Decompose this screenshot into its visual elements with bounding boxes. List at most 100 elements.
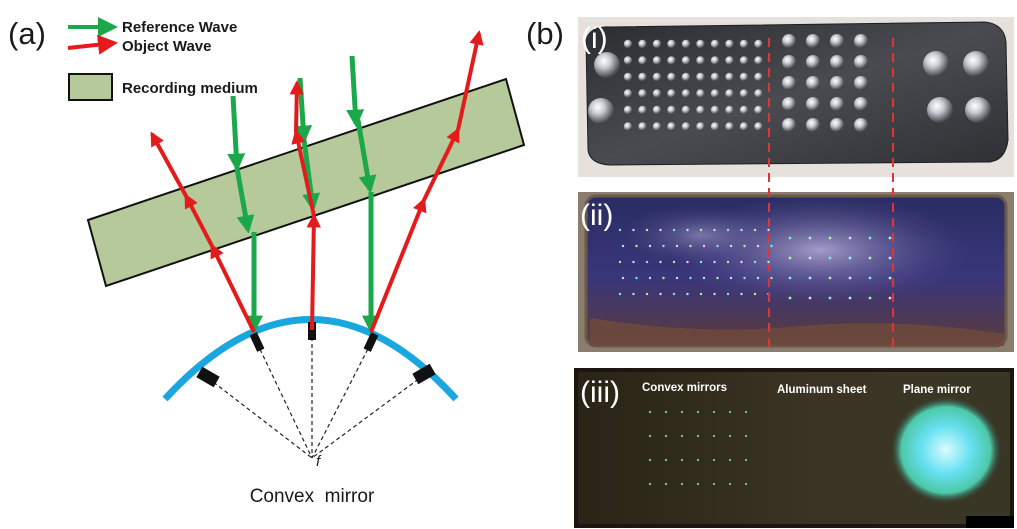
small-ball	[667, 105, 676, 115]
diffraction-dot	[675, 276, 679, 280]
diffraction-dot	[645, 228, 649, 232]
small-ball	[710, 105, 720, 115]
reconstructed-dot	[712, 458, 716, 462]
reconstructed-dot	[696, 434, 700, 438]
mirror-element	[249, 332, 265, 352]
diffraction-dot	[868, 236, 872, 240]
large-ball	[927, 97, 953, 123]
medium-ball	[854, 76, 868, 90]
plate-edge	[590, 318, 1004, 346]
large-ball	[963, 51, 989, 77]
large-ball	[594, 52, 620, 78]
small-ball	[652, 89, 662, 98]
small-ball	[623, 39, 633, 49]
small-ball	[652, 122, 662, 131]
diffraction-dot	[828, 296, 832, 300]
diffraction-dot	[743, 244, 746, 248]
diffraction-dot	[618, 228, 622, 232]
small-ball	[681, 39, 691, 49]
small-ball	[638, 122, 647, 131]
diffraction-dot	[767, 228, 770, 232]
reconstructed-dots	[648, 410, 748, 486]
reconstructed-dot	[728, 410, 732, 414]
diffraction-dot	[848, 296, 852, 300]
mirror-element	[412, 363, 436, 385]
diffraction-dot	[888, 256, 892, 260]
diffraction-dot	[618, 292, 622, 296]
reconstructed-dot	[744, 434, 748, 438]
diffraction-dot	[848, 276, 852, 280]
diffraction-dots	[618, 228, 892, 300]
focal-lines	[207, 330, 425, 459]
small-ball	[696, 56, 705, 65]
small-ball	[638, 56, 647, 65]
small-ball	[667, 56, 676, 65]
reconstructed-dot	[664, 482, 668, 486]
mirror-elements	[196, 322, 436, 388]
diffraction-dot	[659, 292, 662, 296]
reconstructed-dot	[712, 410, 716, 414]
medium-ball	[854, 118, 868, 132]
small-ball	[725, 72, 734, 82]
medium-ball	[782, 76, 796, 90]
diffraction-dot	[808, 256, 812, 260]
reference-wave-legend-label: Reference Wave	[122, 19, 237, 36]
diffraction-dot	[753, 260, 757, 264]
diffraction-dot	[713, 292, 716, 296]
diffraction-dot	[699, 292, 703, 296]
diffraction-dot	[621, 244, 625, 248]
diffraction-dot	[770, 276, 773, 280]
small-ball	[667, 89, 676, 98]
small-ball	[739, 105, 749, 115]
small-ball	[623, 89, 633, 98]
panel-b-label: (b)	[526, 16, 564, 51]
small-ball	[739, 39, 749, 49]
diffraction-dot	[686, 260, 689, 264]
diffraction-dot	[699, 228, 703, 232]
diffraction-dot	[740, 228, 743, 232]
diffraction-dot	[868, 296, 872, 300]
photo-ii: (ii)	[578, 192, 1014, 352]
small-ball	[725, 39, 734, 49]
panel-a-label: (a)	[8, 16, 46, 51]
medium-ball	[806, 55, 820, 69]
convex-mirrors-label: Convex mirrors	[642, 382, 727, 394]
photo-i: (i)	[578, 17, 1014, 177]
diffraction-dot	[648, 244, 652, 248]
diffraction-dot	[828, 256, 832, 260]
diffraction-dot	[767, 260, 770, 264]
diffraction-dot	[729, 276, 733, 280]
reconstructed-dot	[712, 434, 716, 438]
diffraction-dot	[740, 292, 743, 296]
reconstructed-dot	[648, 410, 652, 414]
plane-mirror-label: Plane mirror	[903, 384, 971, 396]
diffraction-dot	[632, 260, 635, 264]
diffraction-dot	[686, 228, 689, 232]
small-ball	[725, 56, 734, 65]
medium-ball	[806, 34, 820, 48]
small-ball	[681, 56, 691, 65]
scatter-haze	[620, 205, 780, 265]
reconstructed-dot	[696, 458, 700, 462]
mirror-element	[308, 322, 316, 340]
object-waves	[150, 30, 484, 333]
small-ball	[739, 122, 749, 131]
small-ball	[667, 72, 676, 82]
mirror-element	[196, 366, 220, 388]
medium-ball	[830, 118, 844, 132]
small-ball	[739, 72, 749, 82]
small-ball	[754, 89, 763, 98]
medium-ball	[806, 118, 820, 132]
diffraction-dot	[648, 276, 652, 280]
diffraction-dot	[672, 292, 676, 296]
reconstructed-dot	[696, 410, 700, 414]
medium-ball	[806, 97, 820, 111]
medium-ball	[830, 34, 844, 48]
small-ball	[681, 105, 691, 115]
small-ball	[652, 56, 662, 65]
small-ball	[725, 122, 734, 131]
diffraction-dot	[645, 292, 649, 296]
small-ball	[652, 72, 662, 82]
diffraction-dot	[689, 244, 692, 248]
small-ball	[710, 89, 720, 98]
